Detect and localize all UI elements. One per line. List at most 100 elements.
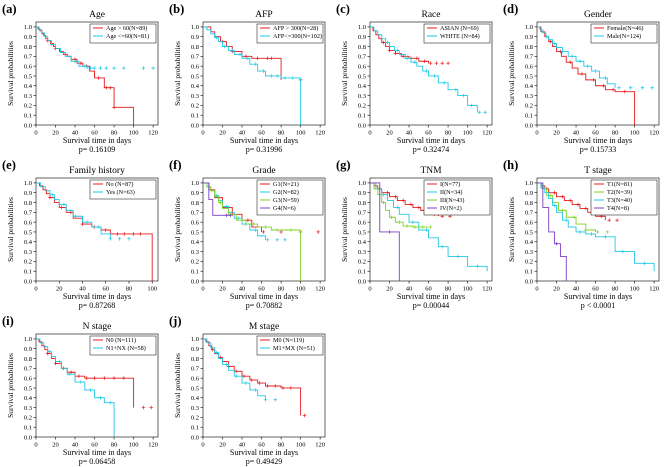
legend-box [89,23,157,44]
x-axis-label: Survival time in days [397,136,465,145]
y-tick-label: 0.5 [24,385,32,392]
censor-mark [432,74,437,78]
censor-mark [57,359,62,364]
censor-mark [580,72,584,76]
censor-mark [585,64,590,68]
legend-label: AFP > 300(N=28) [273,25,318,32]
plot-frame [35,177,159,282]
censor-mark [401,54,405,59]
legend-box [89,335,157,356]
legend-label: III(N=43) [440,197,464,204]
y-tick-label: 0.2 [191,103,199,110]
y-tick-label: 0.9 [24,34,32,41]
censor-mark [605,230,610,234]
x-tick-label: 60 [592,286,599,293]
censor-mark [548,193,553,198]
y-tick-label: 0.5 [191,229,199,236]
y-tick-label: 0.4 [358,239,367,246]
censor-mark [47,349,52,354]
censor-mark [122,66,126,70]
p-value: p= 0.87268 [79,301,116,310]
censor-mark [108,85,112,90]
y-tick-label: 0.5 [24,229,32,236]
x-tick-label: 100 [147,286,157,293]
legend-label: G3(N=59) [273,197,299,204]
y-tick-label: 0.8 [358,44,366,51]
x-tick-label: 80 [445,130,452,137]
censor-mark [141,66,146,70]
survival-curve-1 [36,26,135,125]
y-tick-label: 0.6 [24,63,33,70]
censor-mark [242,374,246,378]
panel-letter: (f) [169,158,182,172]
censor-mark [92,376,97,380]
censor-mark [560,49,565,54]
x-tick-label: 80 [612,130,619,137]
y-tick-label: 0.9 [24,346,32,353]
censor-mark [548,39,553,44]
censor-mark [593,69,598,73]
censor-mark [584,206,588,211]
y-tick-label: 0.2 [525,259,533,266]
censor-mark [122,232,127,236]
y-tick-label: 0.8 [525,44,533,51]
legend-label: Yes (N=63) [106,189,135,196]
legend-label: Age > 60(N=89) [106,25,147,32]
censor-mark [405,56,409,61]
y-tick-label: 0.1 [191,268,199,275]
censor-mark [446,61,450,65]
survival-curve-2 [36,338,115,437]
censor-mark [79,380,83,384]
censor-mark [589,232,594,236]
censor-mark [275,74,279,78]
y-tick-label: 0.9 [191,34,199,41]
censor-mark [263,225,268,229]
y-tick-label: 0.1 [358,268,366,275]
panel-title: M stage [249,322,279,332]
y-tick-label: 1.0 [358,24,366,31]
y-tick-label: 0.7 [24,54,33,61]
x-axis-label: Survival time in days [230,292,298,301]
censor-mark [611,87,615,92]
censor-mark [289,228,293,232]
censor-mark [428,225,433,229]
censor-mark [572,215,576,220]
legend-label: M0 (N=119) [273,337,304,344]
y-tick-label: 0.2 [24,415,32,422]
x-tick-label: 60 [258,286,265,293]
y-tick-label: 0.3 [191,93,199,100]
y-tick-label: 0.9 [358,190,366,197]
y-tick-label: 0.3 [525,93,533,100]
censor-mark [246,56,250,61]
censor-mark [417,205,421,210]
y-tick-label: 0.2 [358,103,366,110]
x-tick-label: 40 [239,286,246,293]
censor-mark [234,369,238,374]
legend-label: Male(N=124) [607,33,641,40]
panel-title: T stage [584,166,612,176]
censor-mark [61,50,66,55]
y-tick-label: 0.1 [525,268,533,275]
y-tick-label: 1.0 [191,336,199,343]
y-tick-label: 0.3 [525,249,533,256]
panel-letter: (g) [336,158,351,172]
y-tick-label: 0.0 [525,278,533,285]
y-tick-label: 0.7 [191,210,200,217]
legend-label: Female(N=46) [607,25,643,32]
censor-mark [273,384,278,388]
censor-mark [552,41,557,46]
legend-label: N1+NX (N=58) [106,345,146,352]
censor-mark [210,347,215,352]
censor-mark [151,66,155,70]
y-axis-label: Survival probabilities [507,197,516,262]
x-tick-label: 20 [52,130,59,137]
x-tick-label: 60 [425,130,432,137]
y-tick-label: 0.1 [525,112,533,119]
km-panel-h: (h) T stage 0.0 0.1 0.2 0.3 0.4 0.5 0.6 0.7 0.8 0.9… [503,158,660,310]
legend-box [256,335,324,356]
censor-mark [302,413,307,418]
y-tick-label: 0.8 [191,44,199,51]
censor-mark [275,238,279,242]
y-axis-label: Survival probabilities [173,197,182,262]
survival-curve-4 [370,182,400,281]
